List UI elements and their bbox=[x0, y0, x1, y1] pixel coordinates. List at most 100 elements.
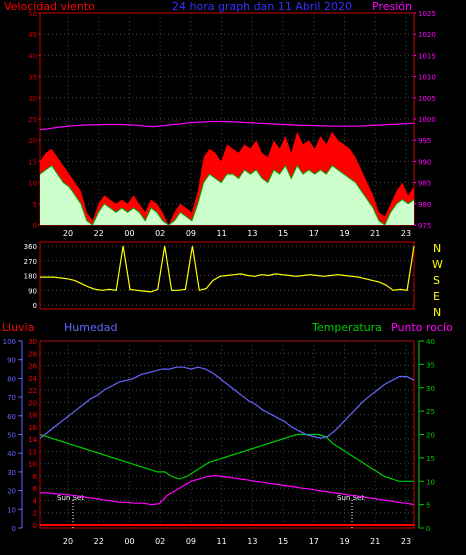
temperature-label: Temperatura bbox=[311, 321, 382, 334]
direction-y-tick-label: 0 bbox=[33, 302, 37, 310]
humidity-y-tick-label: 70 bbox=[7, 394, 16, 402]
lower-x-tick-label: 11 bbox=[217, 537, 227, 546]
lower-x-tick-label: 22 bbox=[94, 537, 104, 546]
wind-y-tick-label: 35 bbox=[28, 74, 37, 82]
dewpoint-label: Punto rocío bbox=[391, 321, 453, 334]
chart-title: 24 hora graph dan 11 Abril 2020 bbox=[172, 0, 352, 13]
wind-x-tick-label: 23 bbox=[401, 229, 411, 238]
lower-x-ticks: 20 22 00 02 09 11 13 15 17 19 21 23 bbox=[63, 537, 411, 546]
rain-y-tick-label: 26 bbox=[28, 363, 37, 371]
pressure-y-tick-label: 1015 bbox=[418, 52, 436, 60]
direction-y-tick-label: 270 bbox=[24, 258, 37, 266]
lower-series-lines bbox=[39, 366, 415, 526]
wind-x-tick-label: 21 bbox=[370, 229, 380, 238]
rain-y-tick-label: 18 bbox=[28, 412, 37, 420]
direction-y-tick-label: 180 bbox=[24, 273, 37, 281]
rain-y-tick-label: 6 bbox=[33, 485, 38, 493]
lower-x-tick-label: 13 bbox=[247, 537, 257, 546]
lower-x-tick-label: 09 bbox=[186, 537, 196, 546]
humidity-y-tick-label: 60 bbox=[7, 413, 16, 421]
pressure-series bbox=[39, 120, 415, 131]
humidity-y-tick-label: 100 bbox=[3, 338, 16, 346]
pressure-y-tick-label: 1000 bbox=[418, 116, 436, 124]
lower-x-tick-label: 23 bbox=[401, 537, 411, 546]
pressure-y-tick-label: 1010 bbox=[418, 74, 436, 82]
direction-y-tick-label: 90 bbox=[28, 287, 37, 295]
direction-s: S bbox=[433, 274, 440, 287]
humidity-y-tick-label: 10 bbox=[7, 506, 16, 514]
rain-y-tick-label: 10 bbox=[28, 461, 37, 469]
direction-y-tick-label: 360 bbox=[24, 243, 37, 251]
direction-n-top: N bbox=[433, 242, 441, 255]
wind-y-tick-label: 15 bbox=[28, 158, 37, 166]
wind-y-ticks: 0 5 10 15 20 25 30 35 40 45 50 bbox=[28, 10, 40, 230]
pressure-y-tick-label: 1005 bbox=[418, 95, 436, 103]
lower-x-tick-label: 20 bbox=[63, 537, 73, 546]
wind-y-tick-label: 50 bbox=[28, 10, 37, 18]
rain-y-tick-label: 14 bbox=[28, 436, 37, 444]
lower-x-tick-label: 00 bbox=[124, 537, 134, 546]
pressure-y-tick-label: 1020 bbox=[418, 31, 436, 39]
rain-y-tick-label: 20 bbox=[28, 399, 37, 407]
wind-x-tick-label: 15 bbox=[278, 229, 288, 238]
wind-y-tick-label: 5 bbox=[33, 201, 37, 209]
humidity-y-tick-label: 90 bbox=[7, 357, 16, 365]
temperature-y-tick-label: 10 bbox=[426, 478, 435, 486]
humidity-y-ticks: 0 10 20 30 40 50 60 70 80 90 100 bbox=[3, 338, 23, 533]
lower-x-tick-label: 21 bbox=[370, 537, 380, 546]
humidity-y-tick-label: 80 bbox=[7, 375, 16, 383]
wind-y-tick-label: 10 bbox=[28, 180, 37, 188]
lower-x-tick-label: 17 bbox=[309, 537, 319, 546]
rain-y-tick-label: 2 bbox=[33, 510, 37, 518]
direction-e: E bbox=[433, 290, 440, 303]
humidity-label: Humedad bbox=[64, 321, 117, 334]
wind-y-tick-label: 25 bbox=[28, 116, 37, 124]
pressure-label: Presión bbox=[372, 0, 412, 13]
wind-x-tick-label: 19 bbox=[339, 229, 349, 238]
wind-speed-outline bbox=[39, 164, 415, 226]
temperature-y-ticks: 0 5 10 15 20 25 30 35 40 bbox=[418, 338, 435, 533]
direction-series bbox=[40, 245, 415, 293]
dewpoint-series bbox=[40, 474, 415, 506]
direction-n-bottom: N bbox=[433, 306, 441, 319]
wind-x-tick-label: 02 bbox=[155, 229, 165, 238]
wind-x-tick-label: 11 bbox=[217, 229, 227, 238]
wind-speed-label: Velocidad viento bbox=[4, 0, 95, 13]
rain-y-tick-label: 16 bbox=[28, 424, 37, 432]
rain-y-tick-label: 24 bbox=[28, 375, 37, 383]
wind-x-tick-label: 00 bbox=[124, 229, 134, 238]
wind-x-ticks: 20 22 00 02 09 11 13 15 17 19 21 23 bbox=[63, 229, 411, 238]
rain-y-tick-label: 28 bbox=[28, 350, 37, 358]
wind-y-tick-label: 20 bbox=[28, 137, 37, 145]
rain-y-tick-label: 22 bbox=[28, 387, 37, 395]
direction-y-ticks: 0 90 180 270 360 bbox=[24, 243, 37, 310]
wind-y-tick-label: 30 bbox=[28, 95, 37, 103]
wind-y-tick-label: 0 bbox=[33, 222, 37, 230]
temperature-y-tick-label: 15 bbox=[426, 455, 435, 463]
direction-line-group bbox=[40, 245, 415, 293]
wind-speed-series bbox=[40, 165, 414, 225]
wind-y-tick-label: 40 bbox=[28, 52, 37, 60]
wind-x-tick-label: 22 bbox=[94, 229, 104, 238]
rain-label: Lluvia bbox=[2, 321, 34, 334]
sunset-label-left: Sun Set bbox=[57, 494, 84, 502]
pressure-y-ticks: 975 980 985 990 995 1000 1005 1010 1015 1020 1025 bbox=[414, 10, 436, 230]
lower-panel-frame bbox=[39, 340, 415, 529]
sunset-label-right: Sun Set bbox=[337, 494, 364, 502]
rain-y-tick-label: 4 bbox=[33, 497, 38, 505]
temperature-y-tick-label: 5 bbox=[426, 502, 430, 510]
temperature-y-tick-label: 0 bbox=[426, 525, 430, 533]
direction-w: W bbox=[432, 258, 443, 271]
pressure-y-tick-label: 980 bbox=[418, 201, 431, 209]
temperature-y-tick-label: 40 bbox=[426, 338, 435, 346]
temperature-y-tick-label: 25 bbox=[426, 408, 435, 416]
temperature-series bbox=[39, 433, 414, 482]
wind-direction-panel: 0 90 180 270 360 bbox=[24, 241, 415, 310]
humidity-y-tick-label: 40 bbox=[7, 450, 16, 458]
humidity-y-tick-label: 30 bbox=[7, 469, 16, 477]
pressure-y-tick-label: 985 bbox=[418, 180, 431, 188]
temperature-y-tick-label: 35 bbox=[426, 361, 435, 369]
pressure-y-tick-label: 1025 bbox=[418, 10, 436, 18]
